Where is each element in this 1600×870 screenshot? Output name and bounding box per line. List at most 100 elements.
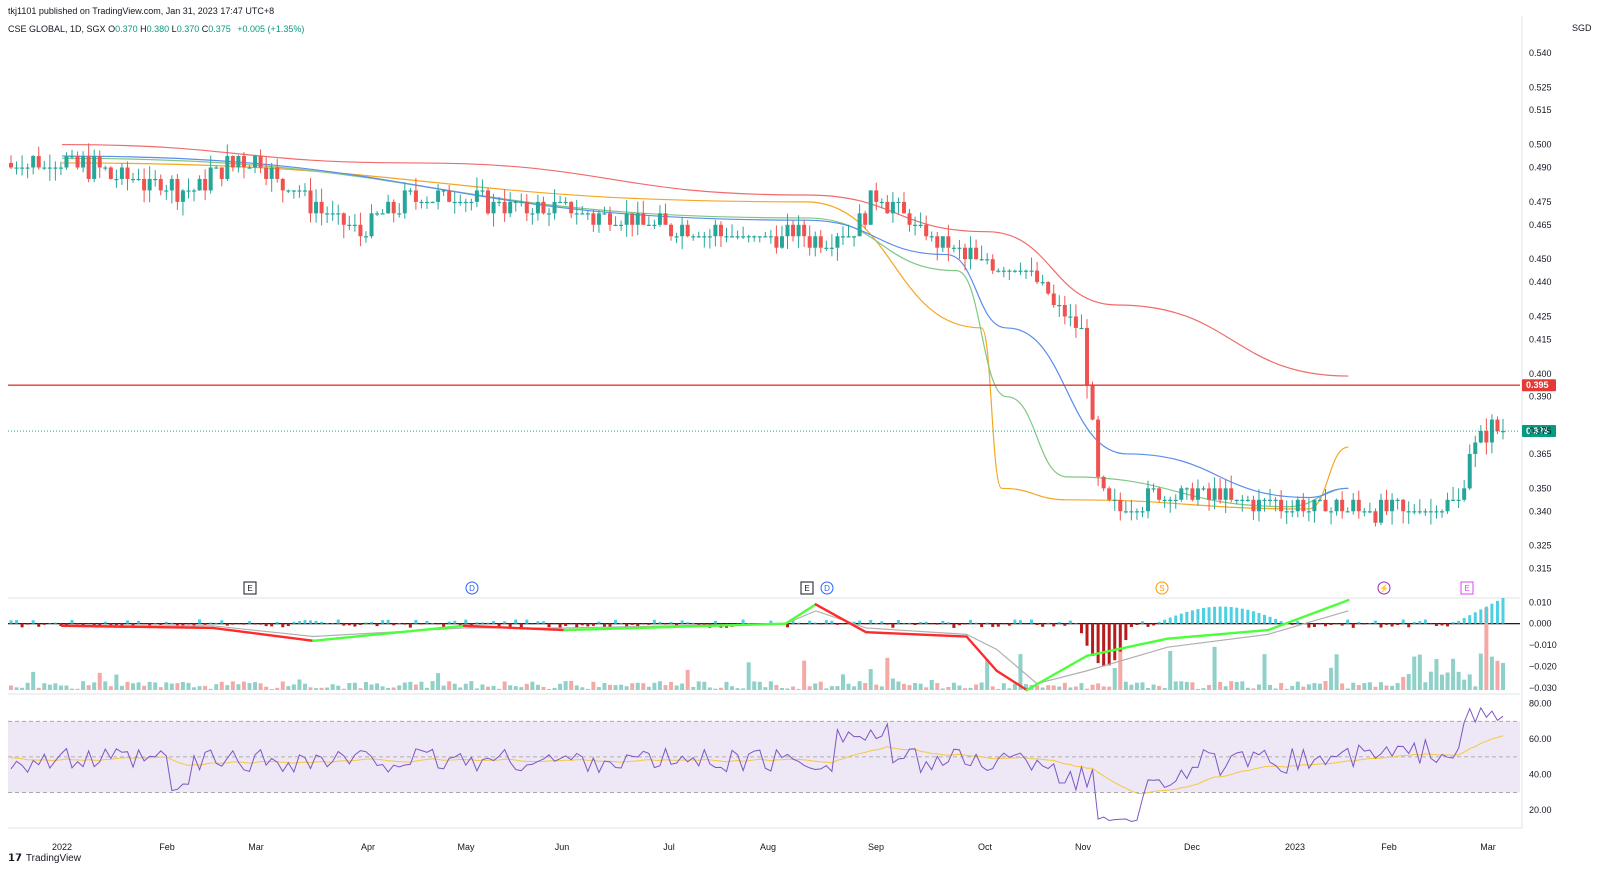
candle[interactable]	[1035, 261, 1040, 285]
candle[interactable]	[1251, 495, 1256, 521]
candle[interactable]	[630, 213, 635, 237]
candle[interactable]	[519, 193, 524, 207]
candle[interactable]	[913, 216, 918, 236]
candle[interactable]	[524, 194, 529, 222]
candle[interactable]	[25, 163, 30, 179]
candle[interactable]	[497, 197, 502, 207]
candle[interactable]	[225, 144, 230, 181]
candle[interactable]	[1268, 488, 1273, 506]
candle[interactable]	[452, 191, 457, 214]
candle[interactable]	[325, 206, 330, 223]
candle[interactable]	[92, 149, 97, 183]
candle[interactable]	[796, 215, 801, 249]
candle[interactable]	[208, 155, 213, 194]
candle[interactable]	[1351, 493, 1356, 515]
candle[interactable]	[1334, 498, 1339, 516]
candle[interactable]	[547, 208, 552, 227]
candle[interactable]	[369, 204, 374, 239]
candle[interactable]	[1340, 491, 1345, 519]
candle[interactable]	[1201, 486, 1206, 491]
candle[interactable]	[1362, 507, 1367, 517]
candle[interactable]	[1112, 488, 1117, 511]
candle[interactable]	[119, 163, 124, 185]
candle[interactable]	[802, 219, 807, 248]
candle[interactable]	[408, 187, 413, 196]
candle[interactable]	[1190, 482, 1195, 502]
candle[interactable]	[1428, 498, 1433, 525]
candle[interactable]	[1406, 501, 1411, 524]
candle[interactable]	[402, 182, 407, 219]
candle[interactable]	[319, 188, 324, 226]
candle[interactable]	[197, 175, 202, 191]
candle[interactable]	[1456, 488, 1461, 509]
candle[interactable]	[569, 201, 574, 219]
candle[interactable]	[724, 227, 729, 243]
candle[interactable]	[957, 240, 962, 259]
candle[interactable]	[1146, 480, 1151, 519]
candle[interactable]	[929, 231, 934, 242]
candle[interactable]	[180, 189, 185, 216]
candle[interactable]	[1323, 488, 1328, 512]
candle[interactable]	[286, 189, 291, 193]
candle[interactable]	[513, 200, 518, 212]
candle[interactable]	[1007, 269, 1012, 281]
event-marker[interactable]: E	[800, 581, 814, 595]
candle[interactable]	[829, 234, 834, 257]
candle[interactable]	[1157, 486, 1162, 503]
candle[interactable]	[602, 206, 607, 215]
candle[interactable]	[1473, 435, 1478, 468]
candle[interactable]	[635, 201, 640, 236]
candle[interactable]	[680, 217, 685, 250]
candle[interactable]	[502, 189, 507, 222]
candle[interactable]	[1301, 493, 1306, 517]
candle[interactable]	[779, 225, 784, 249]
candle[interactable]	[1179, 485, 1184, 502]
candle[interactable]	[1489, 414, 1494, 454]
candle[interactable]	[275, 158, 280, 183]
footer-brand[interactable]: 𝟭𝟳 TradingView	[8, 853, 81, 864]
candle[interactable]	[153, 170, 158, 187]
candle[interactable]	[813, 231, 818, 257]
candle[interactable]	[1434, 505, 1439, 519]
candle[interactable]	[558, 195, 563, 204]
candle[interactable]	[1046, 281, 1051, 296]
candle[interactable]	[186, 178, 191, 199]
candle[interactable]	[58, 161, 63, 176]
candle[interactable]	[258, 149, 263, 174]
candle[interactable]	[142, 168, 147, 203]
candle[interactable]	[1317, 497, 1322, 502]
candle[interactable]	[1040, 274, 1045, 286]
candle[interactable]	[1290, 499, 1295, 518]
candle[interactable]	[81, 151, 86, 173]
candle[interactable]	[702, 231, 707, 248]
candle[interactable]	[863, 210, 868, 229]
candle[interactable]	[1284, 500, 1289, 524]
candle[interactable]	[269, 162, 274, 192]
candle[interactable]	[441, 188, 446, 196]
candle[interactable]	[31, 154, 36, 175]
candle[interactable]	[424, 196, 429, 209]
candle[interactable]	[924, 215, 929, 241]
candles[interactable]	[9, 143, 1505, 527]
candle[interactable]	[918, 212, 923, 228]
candle[interactable]	[996, 268, 1001, 273]
candle[interactable]	[1184, 487, 1189, 500]
candle[interactable]	[1012, 269, 1017, 273]
candle[interactable]	[619, 220, 624, 231]
candle[interactable]	[175, 174, 180, 210]
symbol-name[interactable]: CSE GLOBAL, 1D, SGX	[8, 24, 106, 34]
candle[interactable]	[1051, 284, 1056, 308]
candle[interactable]	[608, 206, 613, 232]
rsi-pane[interactable]	[8, 706, 1520, 823]
candle[interactable]	[685, 219, 690, 238]
candle[interactable]	[669, 223, 674, 241]
candle[interactable]	[485, 187, 490, 216]
candle[interactable]	[1279, 490, 1284, 519]
candle[interactable]	[253, 154, 258, 174]
candle[interactable]	[463, 198, 468, 212]
candle[interactable]	[1029, 257, 1034, 277]
candle[interactable]	[1312, 499, 1317, 523]
candle[interactable]	[968, 236, 973, 270]
price-axis[interactable]: 0.540 0.525 0.515 0.500 0.490 0.475 0.465 0.450…	[1529, 48, 1557, 815]
